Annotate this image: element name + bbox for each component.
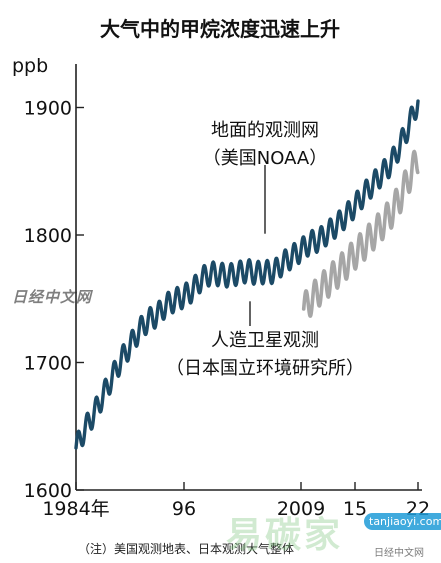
y-tick-label: 1600 bbox=[24, 480, 72, 502]
data-point bbox=[408, 177, 410, 179]
data-point bbox=[273, 271, 275, 273]
data-point bbox=[417, 158, 419, 160]
data-point bbox=[303, 308, 305, 310]
data-point bbox=[75, 447, 77, 449]
y-tick-label: 1900 bbox=[24, 98, 72, 120]
data-point bbox=[102, 395, 104, 397]
data-point bbox=[327, 232, 329, 234]
data-point bbox=[381, 224, 383, 226]
data-point bbox=[390, 213, 392, 215]
data-point bbox=[309, 301, 311, 303]
data-point bbox=[165, 304, 167, 306]
data-point bbox=[156, 315, 158, 317]
data-point bbox=[219, 274, 221, 276]
data-point bbox=[192, 289, 194, 291]
data-point bbox=[408, 125, 410, 127]
data-point bbox=[318, 239, 320, 241]
data-point bbox=[255, 272, 257, 274]
data-point bbox=[417, 100, 419, 102]
site-url-text: tanjiaoyi.com bbox=[369, 515, 441, 528]
data-point bbox=[345, 264, 347, 266]
data-point bbox=[345, 215, 347, 217]
data-point bbox=[318, 290, 320, 292]
watermark-left-text: 日经中文网 bbox=[12, 288, 93, 306]
series-line-noaa bbox=[74, 99, 420, 450]
y-tick-label: 1700 bbox=[24, 353, 72, 375]
satellite-series-label-line-2: （日本国立环境研究所） bbox=[166, 358, 364, 379]
noaa-series-label-line-2: （美国NOAA） bbox=[203, 148, 327, 169]
data-point bbox=[327, 281, 329, 283]
data-point bbox=[228, 275, 230, 277]
y-axis-label: ppb bbox=[12, 55, 48, 77]
watermark-corner: 日经中文网 bbox=[374, 544, 424, 559]
y-tick-label: 1800 bbox=[24, 225, 72, 247]
watermark-corner-text: 日经中文网 bbox=[374, 548, 424, 559]
site-logo-text: 易碳家 bbox=[226, 515, 344, 556]
data-point bbox=[300, 250, 302, 252]
data-point bbox=[210, 272, 212, 274]
series-line-satellite bbox=[301, 149, 420, 318]
data-point bbox=[336, 272, 338, 274]
x-tick-label: 15 bbox=[343, 498, 367, 520]
data-point bbox=[138, 330, 140, 332]
x-tick-label: 2009 bbox=[277, 498, 325, 520]
chart-title: 大气中的甲烷浓度迅速上升 bbox=[100, 17, 340, 41]
x-tick-label: 96 bbox=[172, 498, 196, 520]
data-point bbox=[147, 320, 149, 322]
data-point bbox=[336, 224, 338, 226]
data-point bbox=[372, 234, 374, 236]
data-point bbox=[399, 197, 401, 199]
satellite-series-label-line-1: 人造卫星观测 bbox=[211, 330, 319, 351]
data-point bbox=[120, 359, 122, 361]
data-point bbox=[237, 272, 239, 274]
series-labels: 地面的观测网 （美国NOAA） 人造卫星观测 （日本国立环境研究所） bbox=[166, 120, 364, 379]
data-point bbox=[84, 428, 86, 430]
footnote: （注）美国观测地表、日本观测大气整体 bbox=[78, 541, 294, 556]
data-point bbox=[93, 413, 95, 415]
noaa-series-label-line-1: 地面的观测网 bbox=[211, 120, 319, 141]
watermark-left: 日经中文网 bbox=[12, 286, 92, 307]
data-point bbox=[363, 244, 365, 246]
data-point bbox=[246, 270, 248, 272]
data-point bbox=[264, 271, 266, 273]
data-point bbox=[399, 145, 401, 147]
data-point bbox=[354, 253, 356, 255]
data-point bbox=[309, 242, 311, 244]
data-point bbox=[291, 256, 293, 258]
series-layer bbox=[74, 99, 420, 450]
site-logo-watermark: 易碳家 bbox=[226, 506, 343, 558]
site-url-badge: tanjiaoyi.com bbox=[364, 513, 441, 530]
data-point bbox=[111, 377, 113, 379]
data-point bbox=[354, 205, 356, 207]
data-point bbox=[372, 183, 374, 185]
x-tick-label: 1984年 bbox=[42, 498, 109, 520]
data-point bbox=[129, 345, 131, 347]
data-point bbox=[201, 278, 203, 280]
data-point bbox=[363, 193, 365, 195]
data-point bbox=[282, 262, 284, 264]
data-point bbox=[183, 295, 185, 297]
data-point bbox=[390, 163, 392, 165]
data-point bbox=[381, 173, 383, 175]
data-point bbox=[174, 299, 176, 301]
